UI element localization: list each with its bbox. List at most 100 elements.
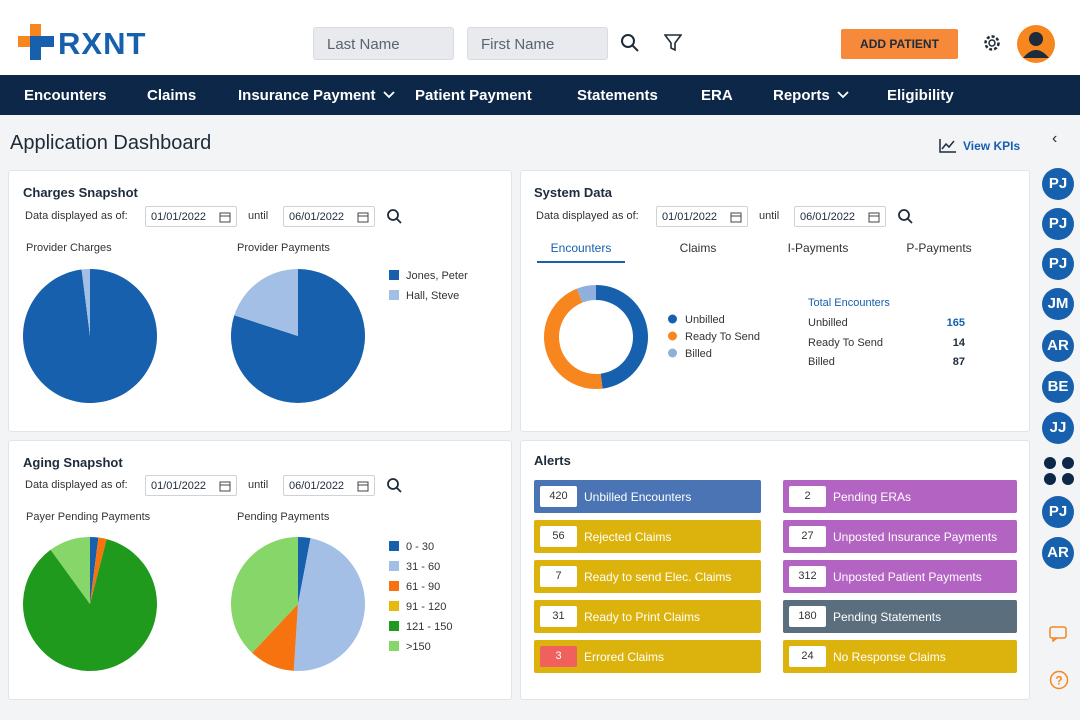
until-label: until — [759, 210, 780, 222]
tab-underline — [537, 261, 625, 263]
user-avatar[interactable] — [1016, 24, 1056, 64]
alert-count: 420 — [540, 486, 577, 507]
alert-item[interactable]: 2 Pending ERAs — [783, 480, 1017, 513]
page-title: Application Dashboard — [10, 132, 212, 154]
date-to[interactable]: 06/01/2022 — [794, 206, 886, 227]
date-from[interactable]: 01/01/2022 — [145, 206, 237, 227]
alert-count: 7 — [540, 566, 577, 587]
alert-item[interactable]: 7 Ready to send Elec. Claims — [534, 560, 761, 593]
calendar-icon — [357, 481, 369, 492]
add-patient-button[interactable]: ADD PATIENT — [841, 29, 958, 59]
grid-icon[interactable] — [1041, 455, 1077, 487]
nav-item[interactable]: Insurance Payment — [238, 87, 396, 104]
search-icon[interactable] — [620, 33, 640, 53]
alert-label: No Response Claims — [833, 650, 946, 664]
alert-count: 312 — [789, 566, 826, 587]
date-from[interactable]: 01/01/2022 — [656, 206, 748, 227]
alert-count: 3 — [540, 646, 577, 667]
collapse-icon[interactable]: ‹ — [1052, 130, 1058, 147]
sidebar-avatar[interactable]: PJ — [1042, 496, 1074, 528]
date-from[interactable]: 01/01/2022 — [145, 475, 237, 496]
alert-label: Rejected Claims — [584, 530, 672, 544]
sidebar-avatar[interactable]: PJ — [1042, 208, 1074, 240]
kpi-icon — [939, 139, 956, 153]
as-of-label: Data displayed as of: — [25, 210, 128, 222]
until-label: until — [248, 479, 269, 491]
alert-label: Errored Claims — [584, 650, 665, 664]
totals-title: Total Encounters — [808, 297, 890, 309]
date-to[interactable]: 06/01/2022 — [283, 475, 375, 496]
panel-title: System Data — [534, 185, 613, 200]
alert-label: Pending Statements — [833, 610, 942, 624]
chevron — [382, 91, 395, 99]
tab[interactable]: Encounters — [550, 241, 612, 255]
alert-count: 31 — [540, 606, 577, 627]
nav-bar: Encounters Claims Insurance Payment Patient… — [0, 75, 1080, 115]
calendar-icon — [868, 212, 880, 223]
nav-item[interactable]: Statements — [577, 87, 658, 104]
alert-label: Unposted Patient Payments — [833, 570, 982, 584]
header: RXNT Last Name First Name ADD PATIENT — [0, 0, 1080, 75]
tab[interactable]: P-Payments — [906, 241, 972, 255]
nav-item[interactable]: Eligibility — [887, 87, 954, 104]
alert-item[interactable]: 3 Errored Claims — [534, 640, 761, 673]
totals-label: Ready To Send — [808, 336, 884, 349]
alert-label: Ready to Print Claims — [584, 610, 701, 624]
last-name-input[interactable]: Last Name — [313, 27, 454, 60]
logo: RXNT — [58, 26, 147, 61]
help-icon[interactable]: ? — [1049, 670, 1069, 690]
totals-value: 14 — [952, 336, 965, 349]
calendar-icon — [730, 212, 742, 223]
tab[interactable]: Claims — [679, 241, 717, 255]
nav-item[interactable]: Reports — [773, 87, 850, 104]
totals-value: 87 — [952, 356, 965, 368]
settings-icon[interactable] — [982, 33, 1002, 53]
panel-title: Aging Snapshot — [23, 455, 123, 470]
alert-count: 2 — [789, 486, 826, 507]
alert-count: 27 — [789, 526, 826, 547]
alerts-title: Alerts — [534, 453, 571, 468]
first-name-input[interactable]: First Name — [467, 27, 608, 60]
sidebar-avatar[interactable]: JJ — [1042, 412, 1074, 444]
logo-icon — [18, 24, 54, 60]
as-of-label: Data displayed as of: — [536, 210, 639, 222]
alert-item[interactable]: 56 Rejected Claims — [534, 520, 761, 553]
date-to[interactable]: 06/01/2022 — [283, 206, 375, 227]
sidebar-avatar[interactable]: PJ — [1042, 248, 1074, 280]
totals-value: 165 — [946, 317, 965, 329]
alert-count: 56 — [540, 526, 577, 547]
totals-label: Billed — [808, 356, 835, 368]
alert-item[interactable]: 180 Pending Statements — [783, 600, 1017, 633]
sidebar-avatar[interactable]: BE — [1042, 371, 1074, 403]
alert-item[interactable]: 312 Unposted Patient Payments — [783, 560, 1017, 593]
totals-label: Unbilled — [808, 317, 848, 329]
filter-icon[interactable] — [664, 33, 682, 53]
calendar-icon — [219, 481, 231, 492]
nav-item[interactable]: Encounters — [24, 87, 107, 104]
alert-item[interactable]: 27 Unposted Insurance Payments — [783, 520, 1017, 553]
panel-title: Charges Snapshot — [23, 185, 138, 200]
sidebar-avatar[interactable]: PJ — [1042, 168, 1074, 200]
alert-item[interactable]: 24 No Response Claims — [783, 640, 1017, 673]
sidebar-avatar[interactable]: AR — [1042, 537, 1074, 569]
nav-item[interactable]: Claims — [147, 87, 197, 104]
alert-label: Unposted Insurance Payments — [833, 530, 998, 544]
alert-item[interactable]: 31 Ready to Print Claims — [534, 600, 761, 633]
view-kpis-link[interactable]: View KPIs — [963, 139, 1021, 153]
svg-text:?: ? — [1055, 674, 1062, 688]
as-of-label: Data displayed as of: — [25, 479, 128, 491]
alert-count: 24 — [789, 646, 826, 667]
sidebar-avatar[interactable]: AR — [1042, 330, 1074, 362]
alert-label: Pending ERAs — [833, 490, 912, 504]
alert-item[interactable]: 420 Unbilled Encounters — [534, 480, 761, 513]
calendar-icon — [219, 212, 231, 223]
alert-label: Unbilled Encounters — [584, 490, 692, 504]
until-label: until — [248, 210, 269, 222]
calendar-icon — [357, 212, 369, 223]
nav-item[interactable]: Patient Payment — [415, 87, 532, 104]
chat-icon[interactable] — [1049, 626, 1067, 642]
nav-item[interactable]: ERA — [701, 87, 733, 104]
sidebar-avatar[interactable]: JM — [1042, 288, 1074, 320]
tab[interactable]: I-Payments — [787, 241, 849, 255]
